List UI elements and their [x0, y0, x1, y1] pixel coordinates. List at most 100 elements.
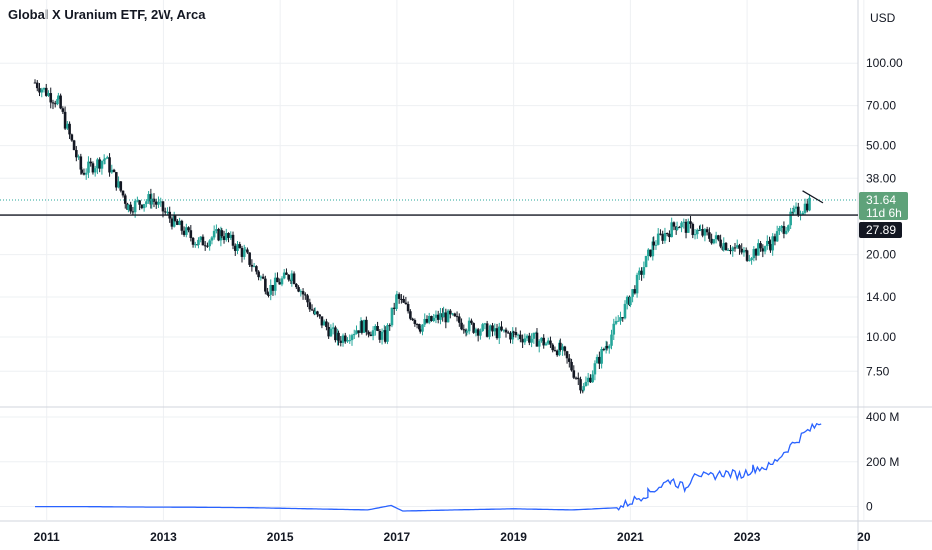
candle-body — [378, 330, 382, 340]
candle-body — [701, 229, 704, 236]
candle-body — [465, 331, 469, 333]
candle-body — [446, 310, 450, 323]
candle-body — [229, 234, 233, 238]
candle-body — [462, 329, 466, 331]
candle-body — [479, 330, 482, 336]
candle-body — [255, 266, 258, 272]
candle-body — [796, 206, 800, 216]
candle-body — [693, 234, 697, 236]
candle-body — [51, 102, 55, 104]
candle-body — [605, 345, 609, 349]
candle-body — [750, 258, 753, 261]
candle-body — [638, 270, 641, 275]
candle-body — [276, 277, 279, 283]
volume-tick-label: 400 M — [866, 410, 899, 424]
candle-body — [318, 314, 321, 317]
candle-body — [395, 294, 399, 296]
candle-body — [182, 230, 186, 235]
candle-body — [670, 222, 673, 238]
candle-body — [787, 225, 790, 231]
candle-body — [633, 289, 637, 294]
candle-body — [481, 324, 484, 331]
candle-body — [719, 239, 722, 247]
candle-body — [703, 229, 707, 236]
candle-body — [266, 291, 269, 295]
candle-body — [273, 277, 277, 291]
candle-body — [684, 221, 688, 233]
candle-body — [233, 245, 237, 251]
candle-body — [722, 242, 726, 250]
candle-body — [579, 379, 582, 391]
candle-body — [106, 157, 109, 159]
candle-body — [96, 159, 99, 169]
candle-body — [199, 236, 202, 240]
candle-body — [584, 381, 588, 387]
candle-body — [544, 343, 548, 346]
candle-body — [406, 304, 410, 312]
candle-body — [352, 333, 356, 336]
candle-body — [163, 211, 167, 213]
candle-body — [761, 248, 765, 252]
candle-body — [100, 160, 104, 169]
candle-body — [77, 156, 80, 158]
candle-body — [488, 325, 492, 330]
candle-body — [159, 201, 163, 203]
candle-body — [185, 227, 188, 235]
candle-body — [665, 233, 669, 235]
candle-body — [127, 204, 130, 210]
candle-body — [729, 249, 732, 252]
candle-body — [108, 157, 111, 173]
candle-body — [150, 198, 154, 205]
candle-body — [555, 350, 559, 356]
candle-body — [668, 233, 671, 238]
candle-body — [72, 140, 76, 151]
candle-body — [763, 246, 767, 252]
candle-body — [369, 334, 373, 337]
level-label: 27.89 — [866, 223, 896, 237]
volume-tick-label: 0 — [866, 500, 873, 514]
candle-body — [304, 294, 307, 296]
candle-body — [343, 335, 347, 342]
candle-body — [695, 229, 699, 235]
candle-body — [483, 323, 487, 325]
candle-body — [621, 317, 625, 319]
candle-body — [212, 230, 216, 238]
candle-body — [47, 93, 50, 96]
candle-body — [610, 334, 613, 346]
candle-body — [600, 349, 603, 364]
candle-body — [220, 230, 224, 237]
candle-body — [145, 201, 148, 205]
candle-body — [453, 313, 457, 317]
x-tick-label: 2013 — [150, 530, 177, 544]
candle-body — [409, 311, 412, 319]
candle-body — [203, 245, 207, 247]
candle-body — [287, 274, 290, 280]
candle-body — [267, 294, 270, 296]
candle-body — [217, 229, 220, 241]
candle-body — [614, 321, 618, 324]
candle-body — [436, 314, 440, 320]
candle-body — [80, 169, 84, 173]
candle-body — [497, 326, 501, 339]
candle-body — [418, 329, 422, 332]
candle-body — [131, 211, 135, 213]
candle-body — [593, 363, 597, 375]
candle-body — [678, 227, 681, 229]
candle-body — [589, 377, 592, 383]
candle-body — [316, 311, 319, 315]
candle-body — [778, 227, 781, 232]
candle-body — [451, 313, 454, 315]
trendline — [802, 190, 824, 204]
candle-body — [404, 302, 408, 305]
candle-body — [133, 200, 137, 213]
candle-body — [119, 181, 123, 191]
candle-body — [642, 267, 646, 275]
candle-body — [397, 294, 401, 299]
candle-body — [502, 329, 506, 331]
currency-selector[interactable]: USD — [870, 11, 896, 25]
candle-body — [572, 370, 576, 378]
candle-body — [540, 337, 543, 341]
candle-body — [360, 321, 364, 333]
